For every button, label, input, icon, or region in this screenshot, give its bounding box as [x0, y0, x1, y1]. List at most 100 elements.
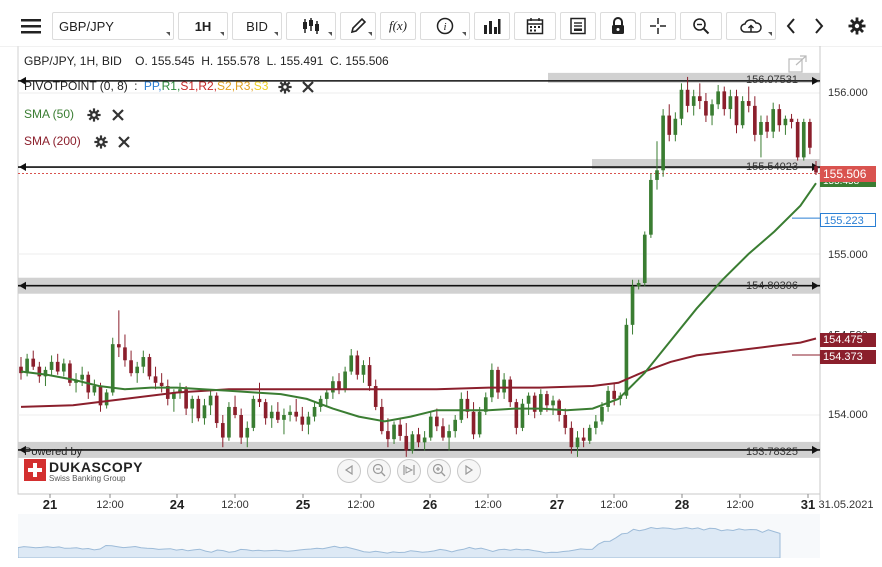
candle-body — [43, 369, 48, 377]
gear-icon[interactable] — [278, 80, 292, 94]
gear-icon[interactable] — [94, 135, 108, 149]
candle-body — [398, 424, 402, 436]
candle-body — [92, 386, 97, 393]
s1-arrow-right — [812, 281, 819, 290]
indicators-button[interactable]: f(x) — [380, 12, 416, 40]
ohlc-low: L. 155.491 — [266, 54, 324, 68]
chevron-right-icon — [813, 17, 825, 35]
candle-body — [630, 286, 635, 325]
info-button[interactable]: i — [420, 12, 470, 40]
close-icon[interactable] — [301, 80, 315, 94]
sma200-alt-price-tag: 154.373 — [820, 350, 876, 364]
close-icon[interactable] — [117, 135, 131, 149]
volume-button[interactable] — [474, 12, 510, 40]
candle-body — [288, 411, 292, 415]
candle-body — [55, 361, 60, 372]
candles-icon — [301, 17, 321, 35]
chart-navigator[interactable] — [18, 514, 820, 558]
candle-body — [612, 390, 617, 399]
dropdown-caret-icon — [768, 32, 772, 36]
candle-body — [202, 405, 207, 419]
cloud-upload-icon — [740, 17, 762, 35]
candle-body — [465, 398, 470, 412]
candle-body — [227, 406, 231, 438]
pan-right-button[interactable] — [457, 459, 481, 483]
ohlc-header: GBP/JPY, 1H, BID O. 155.545 H. 155.578 L… — [24, 54, 389, 68]
candle-body — [141, 357, 146, 367]
s1-level-label: 154.80306 — [746, 280, 798, 292]
zoom-button[interactable] — [680, 12, 722, 40]
report-button[interactable] — [560, 12, 596, 40]
pivot-label-r3: R3, — [235, 79, 254, 93]
candle-body — [80, 374, 84, 380]
symbol-selector[interactable]: GBP/JPY — [52, 12, 174, 40]
zoom-out-button[interactable] — [367, 459, 391, 483]
expand-button[interactable] — [788, 55, 808, 76]
dropdown-caret-icon — [166, 32, 170, 36]
navigator-area — [18, 526, 781, 558]
r1-arrow-left — [19, 76, 26, 85]
chart-navigation — [337, 459, 481, 483]
candle-body — [649, 179, 653, 235]
chart-type-button[interactable] — [286, 12, 336, 40]
pp-arrow-left — [19, 163, 26, 172]
candle-body — [624, 324, 629, 396]
candle-body — [245, 427, 250, 438]
candle-body — [129, 360, 133, 374]
timeframe-selector[interactable]: 1H — [178, 12, 228, 40]
x-tick-label: 24 — [169, 497, 185, 512]
settings-button[interactable] — [844, 12, 870, 40]
pp-level-label: 155.54023 — [746, 161, 798, 173]
side-selector[interactable]: BID — [232, 12, 282, 40]
calendar-button[interactable] — [514, 12, 556, 40]
pivot-label-r1: R1, — [161, 79, 181, 93]
s1-arrow-left — [19, 281, 26, 290]
x-tick-label: 12:00 — [600, 499, 628, 511]
save-cloud-button[interactable] — [726, 12, 776, 40]
candle-body — [361, 365, 366, 375]
sma50-legend: SMA (50) — [24, 107, 125, 122]
candle-body — [428, 416, 433, 438]
candle-body — [606, 390, 610, 407]
candle-body — [697, 96, 702, 102]
scroll-forward-button[interactable] — [806, 12, 832, 40]
gear-icon — [848, 17, 866, 35]
pivot-name: PIVOTPOINT (0, 8) — [24, 79, 128, 93]
crosshair-button[interactable] — [640, 12, 676, 40]
zoom-in-button[interactable] — [427, 459, 451, 483]
candle-body — [679, 89, 684, 119]
blue-level-tag: 155.223 — [820, 213, 876, 227]
sma50-name: SMA (50) — [24, 107, 75, 121]
s2-arrow-right — [812, 445, 819, 454]
candle-body — [37, 366, 42, 377]
candle-body — [557, 400, 561, 415]
price-chart[interactable]: 154.500 — [0, 46, 882, 567]
lock-button[interactable] — [600, 12, 636, 40]
drawing-tools-button[interactable] — [340, 12, 376, 40]
candle-body — [490, 369, 494, 398]
expand-icon — [788, 55, 808, 76]
candle-body — [710, 104, 714, 116]
candle-body — [159, 382, 164, 387]
pencil-icon — [349, 17, 367, 35]
candle-body — [691, 96, 696, 106]
candle-body — [587, 427, 592, 441]
candle-body — [502, 379, 506, 393]
candle-body — [251, 398, 256, 428]
brand-name: DUKASCOPY — [49, 459, 143, 475]
close-icon[interactable] — [111, 108, 125, 122]
candle-body — [349, 355, 354, 372]
triangle-left-icon — [344, 464, 354, 478]
reset-view-button[interactable] — [397, 459, 421, 483]
menu-button[interactable] — [14, 12, 48, 40]
candle-body — [514, 402, 519, 428]
candle-body — [789, 118, 794, 122]
gear-icon[interactable] — [87, 108, 101, 122]
pivot-level-labels: PP, R1, S1, R2, S2, R3, S3 — [144, 79, 269, 93]
scroll-back-button[interactable] — [778, 12, 804, 40]
pan-left-button[interactable] — [337, 459, 361, 483]
zoom-out-icon — [372, 463, 386, 480]
candle-body — [233, 406, 237, 415]
sma50-line — [20, 182, 817, 423]
candle-body — [386, 431, 390, 440]
